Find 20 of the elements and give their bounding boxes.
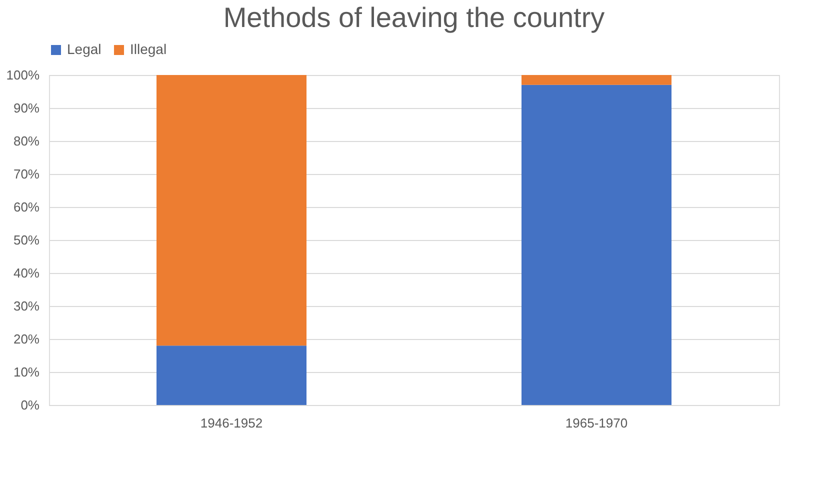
legend-label: Legal	[67, 41, 102, 57]
y-tick-label: 0%	[20, 398, 40, 412]
bar	[522, 75, 672, 85]
x-tick-label: 1965-1970	[565, 416, 628, 430]
y-tick-label: 100%	[6, 68, 40, 82]
y-tick-label: 70%	[13, 166, 40, 182]
y-tick-label: 80%	[13, 134, 40, 148]
y-tick-label: 30%	[13, 298, 40, 314]
y-tick-label: 20%	[13, 332, 40, 346]
y-tick-label: 10%	[13, 364, 40, 380]
chart-title: Methods of leaving the country	[223, 2, 605, 33]
y-tick-label: 40%	[13, 266, 40, 280]
y-tick-label: 60%	[13, 200, 40, 214]
y-tick-label: 90%	[13, 100, 40, 116]
legend-label: Illegal	[130, 41, 167, 57]
bar	[522, 84, 672, 405]
y-tick-label: 50%	[13, 232, 40, 248]
bar	[156, 75, 306, 346]
bar	[156, 346, 306, 405]
x-tick-label: 1946-1952	[200, 416, 263, 430]
